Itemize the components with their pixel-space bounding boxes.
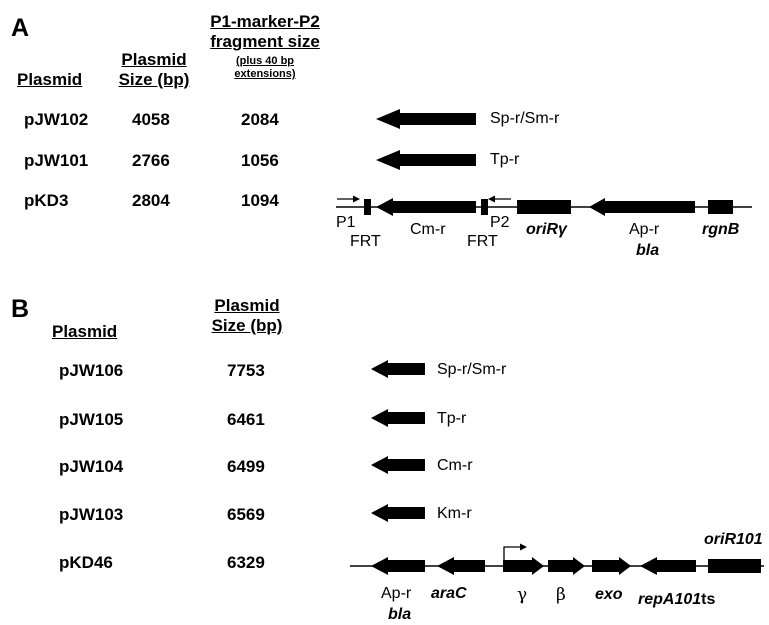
panel-b-size-header-line1: Plasmid — [214, 296, 280, 315]
panel-a-row-plasmid: pJW102 — [24, 110, 89, 129]
pkd3-rgnb-box — [708, 200, 733, 214]
pkd46-gamma-arrow — [503, 557, 544, 575]
pkd3-apr-label: Ap-r — [629, 221, 660, 238]
marker-arrow-tp — [371, 409, 425, 427]
panel-b-size-header-line2: Size (bp) — [211, 316, 283, 335]
panel-a-fragment-header-line1: P1-marker-P2 — [210, 12, 320, 31]
panel-b-row-size: 6569 — [227, 505, 265, 524]
panel-a-row-size: 4058 — [132, 110, 170, 129]
pkd46-arac-arrow — [437, 557, 485, 575]
pkd3-ori-label: oriRγ — [526, 221, 567, 238]
pkd3-p2-label: P2 — [490, 214, 510, 231]
pkd46-ori-label: oriR101 — [704, 531, 763, 548]
pkd3-p2-primer-arrow — [488, 195, 511, 203]
panel-b-row-size: 6329 — [227, 553, 265, 572]
panel-b-row-marker: Km-r — [437, 505, 472, 522]
pkd46-exo-arrow — [592, 557, 631, 575]
pkd3-p1-primer-arrow — [337, 195, 360, 203]
panel-a-fragment-note-line2: extensions) — [234, 68, 296, 80]
pkd3-frt2-label: FRT — [467, 233, 498, 250]
panel-a-fragment-note: (plus 40 bp extensions) — [209, 55, 321, 81]
panel-a-fragment-note-line1: (plus 40 bp — [235, 55, 295, 67]
marker-arrow-tp — [376, 150, 476, 170]
panel-b-row-plasmid: pJW106 — [59, 361, 124, 380]
pkd3-rgnb-label: rgnB — [702, 221, 740, 238]
pkd46-repa-label: repA101ts — [638, 592, 715, 608]
panel-a-row-plasmid: pKD3 — [24, 191, 69, 210]
panel-b-plasmid-header: Plasmid — [52, 322, 118, 341]
panel-a-plasmid-header: Plasmid — [17, 70, 83, 89]
marker-arrow-km — [371, 504, 425, 522]
panel-b-row-marker: Sp-r/Sm-r — [437, 361, 507, 378]
pkd46-repa-ts: ts — [701, 591, 716, 608]
pkd3-frt2-box — [481, 199, 488, 215]
panel-a-row-plasmid: pJW101 — [24, 151, 89, 170]
marker-arrow-cm — [371, 456, 425, 474]
panel-b-row-size: 6461 — [227, 410, 265, 429]
pkd46-ori-box — [708, 559, 761, 573]
panel-a-row-size: 2804 — [132, 191, 170, 210]
pkd46-arac-label: araC — [431, 585, 467, 602]
panel-b-row-plasmid: pJW105 — [59, 410, 124, 429]
pkd3-cmr-arrow — [376, 198, 476, 216]
panel-b-row-marker: Cm-r — [437, 457, 473, 474]
panel-a-row-fragment: 1056 — [241, 151, 279, 170]
panel-a-letter: A — [11, 14, 30, 42]
panel-a-row-marker: Tp-r — [490, 151, 520, 168]
panel-a-size-header-line1: Plasmid — [121, 50, 187, 69]
pkd3-cmr-label: Cm-r — [410, 221, 446, 238]
panel-b-row-plasmid: pJW103 — [59, 505, 124, 524]
panel-b-size-header: Plasmid Size (bp) — [211, 296, 283, 336]
panel-a-row-marker: Sp-r/Sm-r — [490, 110, 560, 127]
marker-arrow-sp-sm — [376, 109, 476, 129]
panel-b-row-plasmid: pKD46 — [59, 553, 113, 572]
pkd46-beta-label: β — [556, 585, 566, 605]
pkd46-promoter-arrow — [503, 543, 527, 560]
pkd46-apr-label: Ap-r — [381, 585, 412, 602]
pkd3-apr-arrow — [589, 198, 695, 216]
marker-arrow-sp-sm — [371, 360, 425, 378]
panel-a-size-header: Plasmid Size (bp) — [118, 50, 190, 90]
panel-b-row-marker: Tp-r — [437, 410, 467, 427]
panel-a-fragment-header: P1-marker-P2 fragment size — [197, 12, 333, 52]
panel-b-row-plasmid: pJW104 — [59, 457, 124, 476]
pkd46-exo-label: exo — [595, 586, 623, 603]
pkd46-repa-arrow — [640, 557, 696, 575]
panel-b-row-size: 7753 — [227, 361, 265, 380]
pkd3-ori-box — [517, 200, 571, 214]
pkd3-bla-label: bla — [636, 242, 660, 259]
pkd3-frt1-label: FRT — [350, 233, 381, 250]
panel-a-row-fragment: 2084 — [241, 110, 279, 129]
panel-b-letter: B — [11, 295, 30, 323]
pkd46-beta-arrow — [548, 557, 585, 575]
pkd46-bla-label: bla — [388, 606, 412, 623]
panel-a-row-fragment: 1094 — [241, 191, 279, 210]
panel-a-fragment-header-line2: fragment size — [210, 32, 320, 51]
pkd46-repa-name: repA101 — [638, 591, 702, 608]
panel-a-size-header-line2: Size (bp) — [118, 70, 190, 89]
panel-b-row-size: 6499 — [227, 457, 265, 476]
panel-a-row-size: 2766 — [132, 151, 170, 170]
pkd46-apr-arrow — [371, 557, 425, 575]
pkd3-frt1-box — [364, 199, 371, 215]
pkd3-p1-label: P1 — [336, 214, 356, 231]
pkd46-gamma-label: γ — [517, 585, 528, 605]
